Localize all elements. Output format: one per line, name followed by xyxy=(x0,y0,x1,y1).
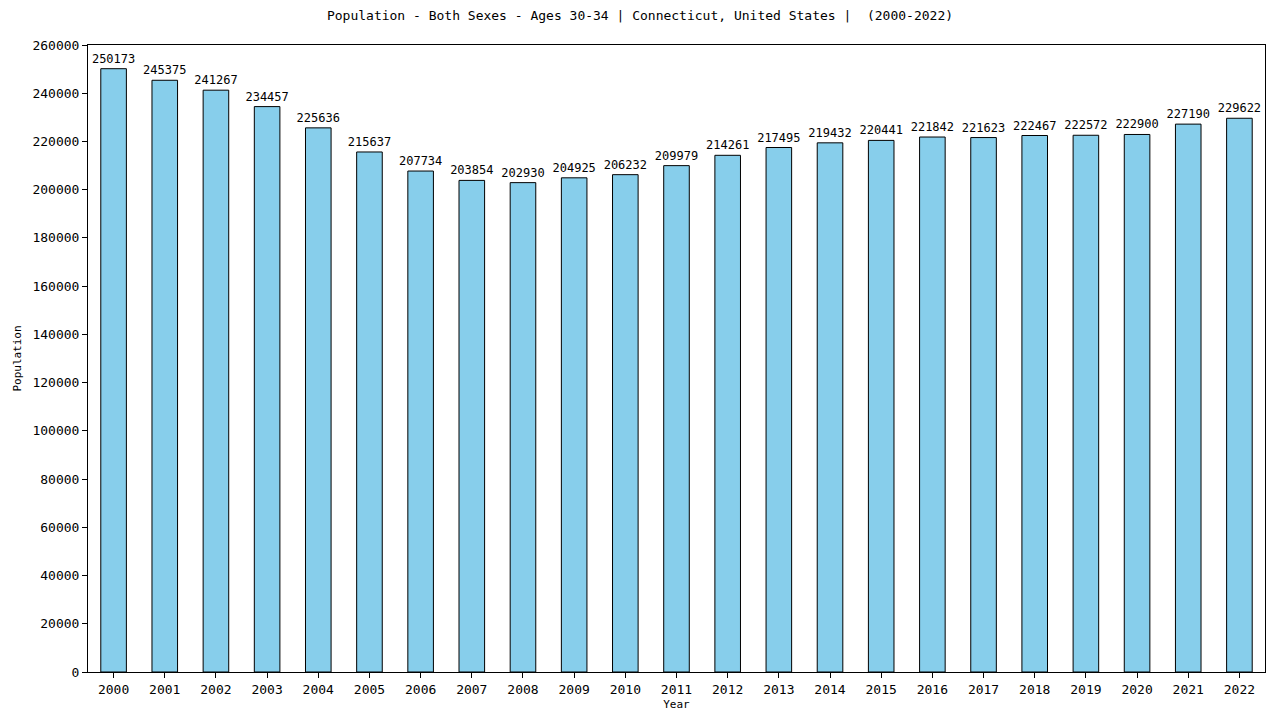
svg-text:209979: 209979 xyxy=(655,149,698,163)
svg-text:Year: Year xyxy=(663,698,690,711)
svg-text:2014: 2014 xyxy=(814,682,845,697)
svg-text:220441: 220441 xyxy=(860,123,903,137)
svg-text:225636: 225636 xyxy=(297,111,340,125)
svg-text:2020: 2020 xyxy=(1121,682,1152,697)
svg-text:2017: 2017 xyxy=(968,682,999,697)
svg-text:222900: 222900 xyxy=(1115,117,1158,131)
svg-text:2012: 2012 xyxy=(712,682,743,697)
svg-text:206232: 206232 xyxy=(604,158,647,172)
svg-text:40000: 40000 xyxy=(40,568,79,583)
svg-text:214261: 214261 xyxy=(706,138,749,152)
svg-text:234457: 234457 xyxy=(245,90,288,104)
svg-text:2013: 2013 xyxy=(763,682,794,697)
svg-text:250173: 250173 xyxy=(92,52,135,66)
svg-text:245375: 245375 xyxy=(143,63,186,77)
svg-text:219432: 219432 xyxy=(808,126,851,140)
svg-text:140000: 140000 xyxy=(32,327,79,342)
svg-text:2002: 2002 xyxy=(200,682,231,697)
svg-text:2009: 2009 xyxy=(558,682,589,697)
svg-text:120000: 120000 xyxy=(32,375,79,390)
svg-text:2018: 2018 xyxy=(1019,682,1050,697)
svg-text:180000: 180000 xyxy=(32,230,79,245)
svg-text:203854: 203854 xyxy=(450,163,493,177)
svg-text:2015: 2015 xyxy=(866,682,897,697)
svg-text:227190: 227190 xyxy=(1167,107,1210,121)
svg-text:2016: 2016 xyxy=(917,682,948,697)
svg-text:80000: 80000 xyxy=(40,472,79,487)
svg-text:204925: 204925 xyxy=(552,161,595,175)
svg-text:207734: 207734 xyxy=(399,154,442,168)
svg-text:220000: 220000 xyxy=(32,134,79,149)
svg-text:60000: 60000 xyxy=(40,520,79,535)
svg-text:100000: 100000 xyxy=(32,423,79,438)
svg-text:215637: 215637 xyxy=(348,135,391,149)
svg-text:241267: 241267 xyxy=(194,73,237,87)
svg-text:2004: 2004 xyxy=(303,682,334,697)
svg-text:Population - Both Sexes - Ages: Population - Both Sexes - Ages 30-34 | C… xyxy=(327,8,953,23)
svg-text:2008: 2008 xyxy=(507,682,538,697)
svg-text:2003: 2003 xyxy=(251,682,282,697)
svg-text:160000: 160000 xyxy=(32,279,79,294)
svg-text:2007: 2007 xyxy=(456,682,487,697)
svg-text:2010: 2010 xyxy=(610,682,641,697)
svg-text:260000: 260000 xyxy=(32,38,79,53)
svg-text:2011: 2011 xyxy=(661,682,692,697)
svg-text:200000: 200000 xyxy=(32,182,79,197)
svg-text:240000: 240000 xyxy=(32,86,79,101)
svg-text:2019: 2019 xyxy=(1070,682,1101,697)
svg-text:2022: 2022 xyxy=(1224,682,1255,697)
svg-text:222572: 222572 xyxy=(1064,118,1107,132)
svg-text:221623: 221623 xyxy=(962,121,1005,135)
svg-text:2005: 2005 xyxy=(354,682,385,697)
svg-text:2001: 2001 xyxy=(149,682,180,697)
svg-text:0: 0 xyxy=(72,665,80,680)
svg-text:Population: Population xyxy=(11,325,24,391)
svg-text:222467: 222467 xyxy=(1013,119,1056,133)
svg-text:202930: 202930 xyxy=(501,166,544,180)
svg-text:2006: 2006 xyxy=(405,682,436,697)
svg-text:221842: 221842 xyxy=(911,120,954,134)
svg-text:20000: 20000 xyxy=(40,616,79,631)
svg-text:2000: 2000 xyxy=(98,682,129,697)
svg-text:2021: 2021 xyxy=(1173,682,1204,697)
svg-text:229622: 229622 xyxy=(1218,101,1261,115)
svg-text:217495: 217495 xyxy=(757,131,800,145)
